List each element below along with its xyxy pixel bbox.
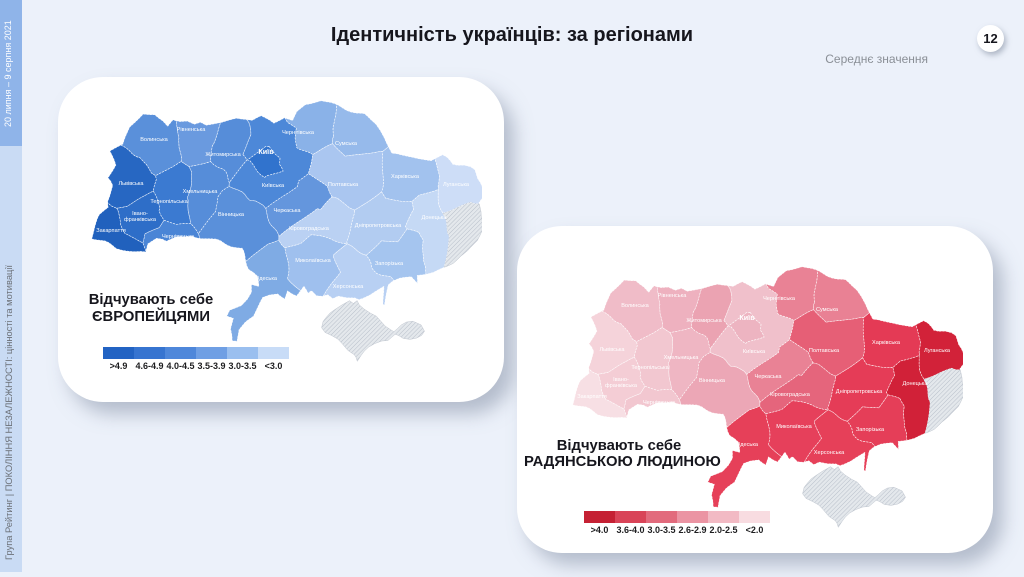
svg-text:Дніпропетровська: Дніпропетровська [836, 389, 883, 395]
svg-text:Полтавська: Полтавська [809, 348, 840, 354]
svg-text:Миколаївська: Миколаївська [776, 424, 812, 430]
svg-text:Львівська: Львівська [118, 181, 144, 187]
svg-text:Донецька: Донецька [422, 215, 448, 221]
svg-text:франківська: франківська [124, 217, 157, 223]
svg-text:Луганська: Луганська [924, 348, 951, 354]
svg-text:франківська: франківська [605, 383, 638, 389]
svg-text:Миколаївська: Миколаївська [295, 258, 331, 264]
svg-text:Херсонська: Херсонська [333, 284, 364, 290]
svg-text:Запорізька: Запорізька [375, 261, 404, 267]
svg-text:Хмельницька: Хмельницька [183, 189, 219, 195]
svg-text:Закарпаття: Закарпаття [577, 394, 606, 400]
svg-text:Волинська: Волинська [140, 137, 168, 143]
svg-text:Одеська: Одеська [736, 442, 759, 448]
svg-text:Рівненська: Рівненська [658, 293, 688, 299]
svg-text:Волинська: Волинська [621, 303, 649, 309]
svg-text:Харківська: Харківська [391, 174, 420, 180]
svg-text:Чернігівська: Чернігівська [763, 296, 796, 302]
svg-text:Київська: Київська [262, 183, 285, 189]
svg-text:Тернопільська: Тернопільська [150, 199, 188, 205]
svg-text:Чернівецька: Чернівецька [643, 400, 676, 406]
svg-text:Львівська: Львівська [599, 347, 625, 353]
svg-text:Івано-: Івано- [613, 377, 629, 383]
svg-text:Тернопільська: Тернопільська [631, 365, 669, 371]
svg-text:Чернівецька: Чернівецька [162, 234, 195, 240]
svg-text:Житомирська: Житомирська [205, 152, 241, 158]
svg-text:Вінницька: Вінницька [699, 378, 726, 384]
svg-text:Одеська: Одеська [255, 276, 278, 282]
svg-text:Київ: Київ [258, 147, 274, 156]
svg-text:Житомирська: Житомирська [686, 318, 722, 324]
svg-text:Сумська: Сумська [816, 307, 839, 313]
svg-text:Рівненська: Рівненська [177, 127, 207, 133]
svg-text:Донецька: Донецька [903, 381, 929, 387]
svg-text:Вінницька: Вінницька [218, 212, 245, 218]
svg-text:Запорізька: Запорізька [856, 427, 885, 433]
svg-text:Хмельницька: Хмельницька [664, 355, 700, 361]
svg-text:Київська: Київська [743, 349, 766, 355]
svg-text:Закарпаття: Закарпаття [96, 228, 125, 234]
svg-text:Сумська: Сумська [335, 141, 358, 147]
svg-text:Кіровоградська: Кіровоградська [770, 392, 811, 398]
svg-text:Черкаська: Черкаська [273, 208, 301, 214]
svg-text:Кіровоградська: Кіровоградська [289, 226, 330, 232]
svg-text:Чернігівська: Чернігівська [282, 130, 315, 136]
svg-text:Харківська: Харківська [872, 340, 901, 346]
svg-text:Луганська: Луганська [443, 182, 470, 188]
svg-text:Черкаська: Черкаська [754, 374, 782, 380]
svg-text:Полтавська: Полтавська [328, 182, 359, 188]
svg-text:Київ: Київ [739, 313, 755, 322]
svg-text:Херсонська: Херсонська [814, 450, 845, 456]
svg-text:Дніпропетровська: Дніпропетровська [355, 223, 402, 229]
svg-text:Івано-: Івано- [132, 211, 148, 217]
